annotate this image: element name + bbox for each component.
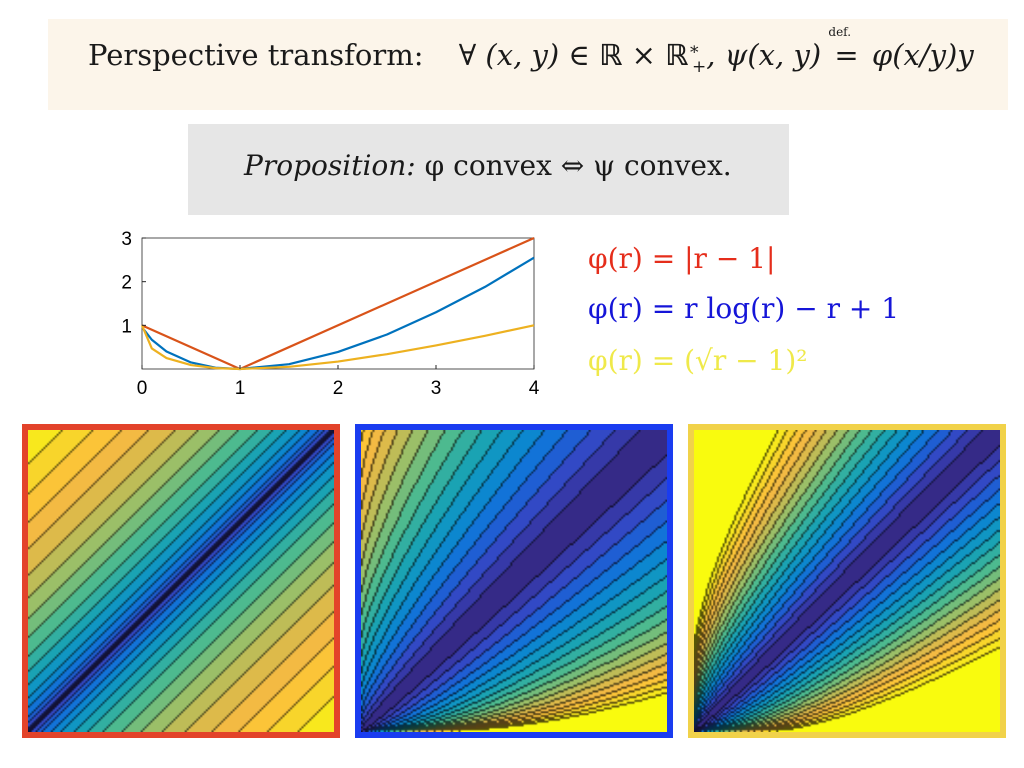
proposition-label: Proposition: xyxy=(244,149,416,182)
plot-area xyxy=(141,237,535,370)
x-tick-label-4: 4 xyxy=(529,378,540,399)
y-tick-label-0: 1 xyxy=(121,316,132,337)
frame-kl xyxy=(355,424,673,738)
x-tick-label-0: 0 xyxy=(137,378,148,399)
proposition-statement: φ convex ⇔ ψ convex. xyxy=(424,149,732,182)
defined-as-label: def. xyxy=(828,25,852,39)
definition-formula-rhs: φ(x/y)y xyxy=(871,38,974,72)
frame-abs xyxy=(22,424,340,738)
legend-hellinger-text: φ(r) = (√r − 1)² xyxy=(588,344,808,377)
definition-label: Perspective transform: xyxy=(88,38,424,72)
series-line-2 xyxy=(140,324,535,371)
defined-as-symbol: def. = xyxy=(828,25,859,72)
proposition-box xyxy=(188,124,789,215)
definition-text: Perspective transform: ∀ (x, y) ∈ ℝ × ℝ∗… xyxy=(88,25,974,77)
proposition-text: Proposition: φ convex ⇔ ψ convex. xyxy=(244,149,732,182)
legend-kl: φ(r) = r log(r) − r + 1 xyxy=(588,292,899,325)
chart-axes xyxy=(141,237,535,370)
definition-box xyxy=(48,19,1008,110)
chart-ticks: 0 1 2 3 4 1 2 3 xyxy=(121,229,539,399)
contour-plot-abs xyxy=(22,424,340,738)
legend-abs: φ(r) = |r − 1| xyxy=(588,242,775,275)
frame-hellinger xyxy=(688,424,1006,738)
contour-plot-kl xyxy=(355,424,673,738)
series-line-1 xyxy=(143,256,535,371)
x-tick-label-3: 3 xyxy=(431,378,442,399)
x-tick-label-1: 1 xyxy=(235,378,246,399)
contour-image-kl xyxy=(361,430,667,732)
x-tick-label-2: 2 xyxy=(333,378,344,399)
y-tick-label-2: 3 xyxy=(121,229,132,250)
contour-plot-hellinger xyxy=(688,424,1006,738)
legend-hellinger: φ(r) = (√r − 1)² xyxy=(588,344,807,377)
contour-image-hellinger xyxy=(694,430,1000,732)
legend-kl-text: φ(r) = r log(r) − r + 1 xyxy=(588,292,900,325)
contour-image-abs xyxy=(28,430,334,732)
y-tick-label-1: 2 xyxy=(121,273,132,294)
definition-formula-lhs: ∀ (x, y) ∈ ℝ × ℝ∗+, ψ(x, y) xyxy=(458,38,822,77)
legend-abs-text: φ(r) = |r − 1| xyxy=(588,242,776,275)
phi-chart: 0 1 2 3 4 1 2 3 xyxy=(121,229,539,399)
